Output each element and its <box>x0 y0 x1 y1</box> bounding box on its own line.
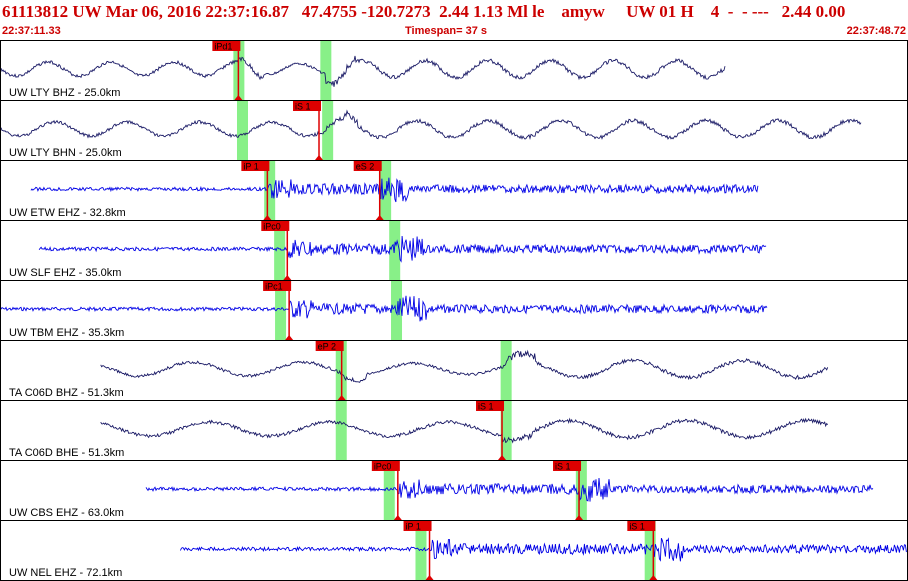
pick-window <box>264 161 276 220</box>
pick-window <box>320 41 332 100</box>
seismogram-plot: iS 1 <box>1 101 862 160</box>
pick-flag[interactable] <box>476 401 505 411</box>
pick-arrow-icon <box>283 275 292 280</box>
trace-panel[interactable]: iPc0 UW SLF EHZ - 35.0km <box>0 220 908 281</box>
channel-label: UW SLF EHZ - 35.0km <box>9 267 122 279</box>
channel-label: UW LTY BHZ - 25.0km <box>9 87 121 99</box>
pick-window <box>415 521 427 580</box>
pick-label: iP 1 <box>243 162 258 172</box>
waveform-trace <box>1 109 862 140</box>
waveform-trace <box>30 177 759 203</box>
pick-arrow-icon <box>315 155 324 160</box>
pick-flag[interactable] <box>371 461 400 471</box>
channel-label: UW TBM EHZ - 35.3km <box>9 327 125 339</box>
seismogram-plot: iPd1 <box>1 41 726 100</box>
waveform-trace <box>38 235 767 263</box>
pick-label: iPd1 <box>214 42 232 52</box>
trace-panel[interactable]: iPd1 UW LTY BHZ - 25.0km <box>0 40 908 101</box>
seismogram-plot: eP 2 <box>100 341 829 400</box>
pick-window <box>275 281 287 340</box>
pick-window <box>575 461 587 520</box>
pick-label: iP 1 <box>406 522 421 532</box>
channel-label: TA C06D BHZ - 51.3km <box>9 387 124 399</box>
waveform-trace <box>1 295 768 322</box>
pick-window <box>500 401 512 460</box>
seismogram-plot: iPc1 <box>1 281 768 340</box>
channel-label: UW CBS EHZ - 63.0km <box>9 507 124 519</box>
seismogram-plot: iPc0 <box>38 221 767 280</box>
pick-label: iS 1 <box>478 402 494 412</box>
pick-flag[interactable] <box>315 341 344 351</box>
pick-arrow-icon <box>649 575 658 580</box>
waveform-trace <box>179 537 907 562</box>
timespan-label: Timespan= 37 s <box>405 25 488 37</box>
pick-window <box>391 281 403 340</box>
pick-arrow-icon <box>575 515 584 520</box>
pick-arrow-icon <box>234 95 243 100</box>
event-title: 61113812 UW Mar 06, 2016 22:37:16.87 47.… <box>2 2 846 21</box>
trace-panel[interactable]: iPc0 iS 1 UW CBS EHZ - 63.0km <box>0 460 908 521</box>
pick-arrow-icon <box>285 335 294 340</box>
pick-label: eS 2 <box>356 162 375 172</box>
channel-label: UW ETW EHZ - 32.8km <box>9 207 126 219</box>
pick-flag[interactable] <box>627 521 656 531</box>
pick-arrow-icon <box>263 215 272 220</box>
pick-arrow-icon <box>498 455 507 460</box>
pick-window <box>274 221 286 280</box>
pick-label: iS 1 <box>295 102 311 112</box>
pick-window <box>335 401 347 460</box>
pick-flag[interactable] <box>261 221 290 231</box>
channel-label: UW NEL EHZ - 72.1km <box>9 567 123 579</box>
pick-arrow-icon <box>375 215 384 220</box>
pick-arrow-icon <box>337 395 346 400</box>
channel-label: UW LTY BHN - 25.0km <box>9 147 122 159</box>
pick-label: iS 1 <box>629 522 645 532</box>
end-time: 22:37:48.72 <box>846 25 906 37</box>
pick-flag[interactable] <box>553 461 582 471</box>
channel-label: TA C06D BHE - 51.3km <box>9 447 125 459</box>
trace-panel[interactable]: eP 2 TA C06D BHZ - 51.3km <box>0 340 908 401</box>
trace-panel[interactable]: iPc1 UW TBM EHZ - 35.3km <box>0 280 908 341</box>
pick-label: iS 1 <box>555 462 571 472</box>
pick-arrow-icon <box>393 515 402 520</box>
pick-flag[interactable] <box>293 101 322 111</box>
seismogram-plot: iS 1 <box>100 401 829 460</box>
seismogram-plot: iP 1 eS 2 <box>30 161 759 220</box>
pick-arrow-icon <box>425 575 434 580</box>
pick-label: iPc0 <box>263 222 281 232</box>
pick-window <box>236 101 248 160</box>
trace-stack: iPd1 UW LTY BHZ - 25.0km iS 1 UW LTY BHN - … <box>0 40 908 581</box>
pick-window <box>380 161 392 220</box>
trace-panel[interactable]: iS 1 UW LTY BHN - 25.0km <box>0 100 908 161</box>
pick-flag[interactable] <box>241 161 270 171</box>
trace-panel[interactable]: iP 1 iS 1 UW NEL EHZ - 72.1km <box>0 520 908 581</box>
pick-label: iPc1 <box>265 282 283 292</box>
pick-label: iPc0 <box>374 462 392 472</box>
pick-label: eP 2 <box>318 342 336 352</box>
trace-panel[interactable]: iP 1 eS 2 UW ETW EHZ - 32.8km <box>0 160 908 221</box>
pick-flag[interactable] <box>212 41 241 51</box>
waveform-trace <box>1 55 726 87</box>
pick-flag[interactable] <box>403 521 432 531</box>
pick-window <box>322 101 334 160</box>
seismogram-plot: iPc0 iS 1 <box>145 461 874 520</box>
trace-panel[interactable]: iS 1 TA C06D BHE - 51.3km <box>0 400 908 461</box>
seismogram-plot: iP 1 iS 1 <box>179 521 907 580</box>
pick-window <box>500 341 512 400</box>
waveform-trace <box>100 349 829 383</box>
pick-flag[interactable] <box>353 161 382 171</box>
waveform-trace <box>100 417 829 444</box>
pick-flag[interactable] <box>263 281 292 291</box>
start-time: 22:37:11.33 <box>2 25 61 37</box>
waveform-trace <box>145 477 874 502</box>
event-header: 61113812 UW Mar 06, 2016 22:37:16.87 47.… <box>0 0 908 41</box>
